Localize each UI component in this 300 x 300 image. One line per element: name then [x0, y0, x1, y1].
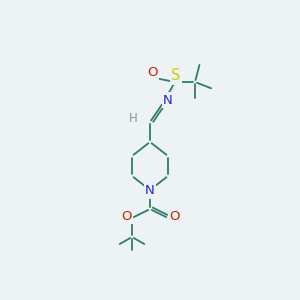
Text: O: O	[121, 209, 131, 223]
Text: S: S	[171, 68, 181, 83]
Text: N: N	[163, 94, 173, 106]
Text: H: H	[129, 112, 137, 125]
Text: O: O	[170, 209, 180, 223]
Text: O: O	[147, 67, 157, 80]
Text: N: N	[145, 184, 155, 197]
